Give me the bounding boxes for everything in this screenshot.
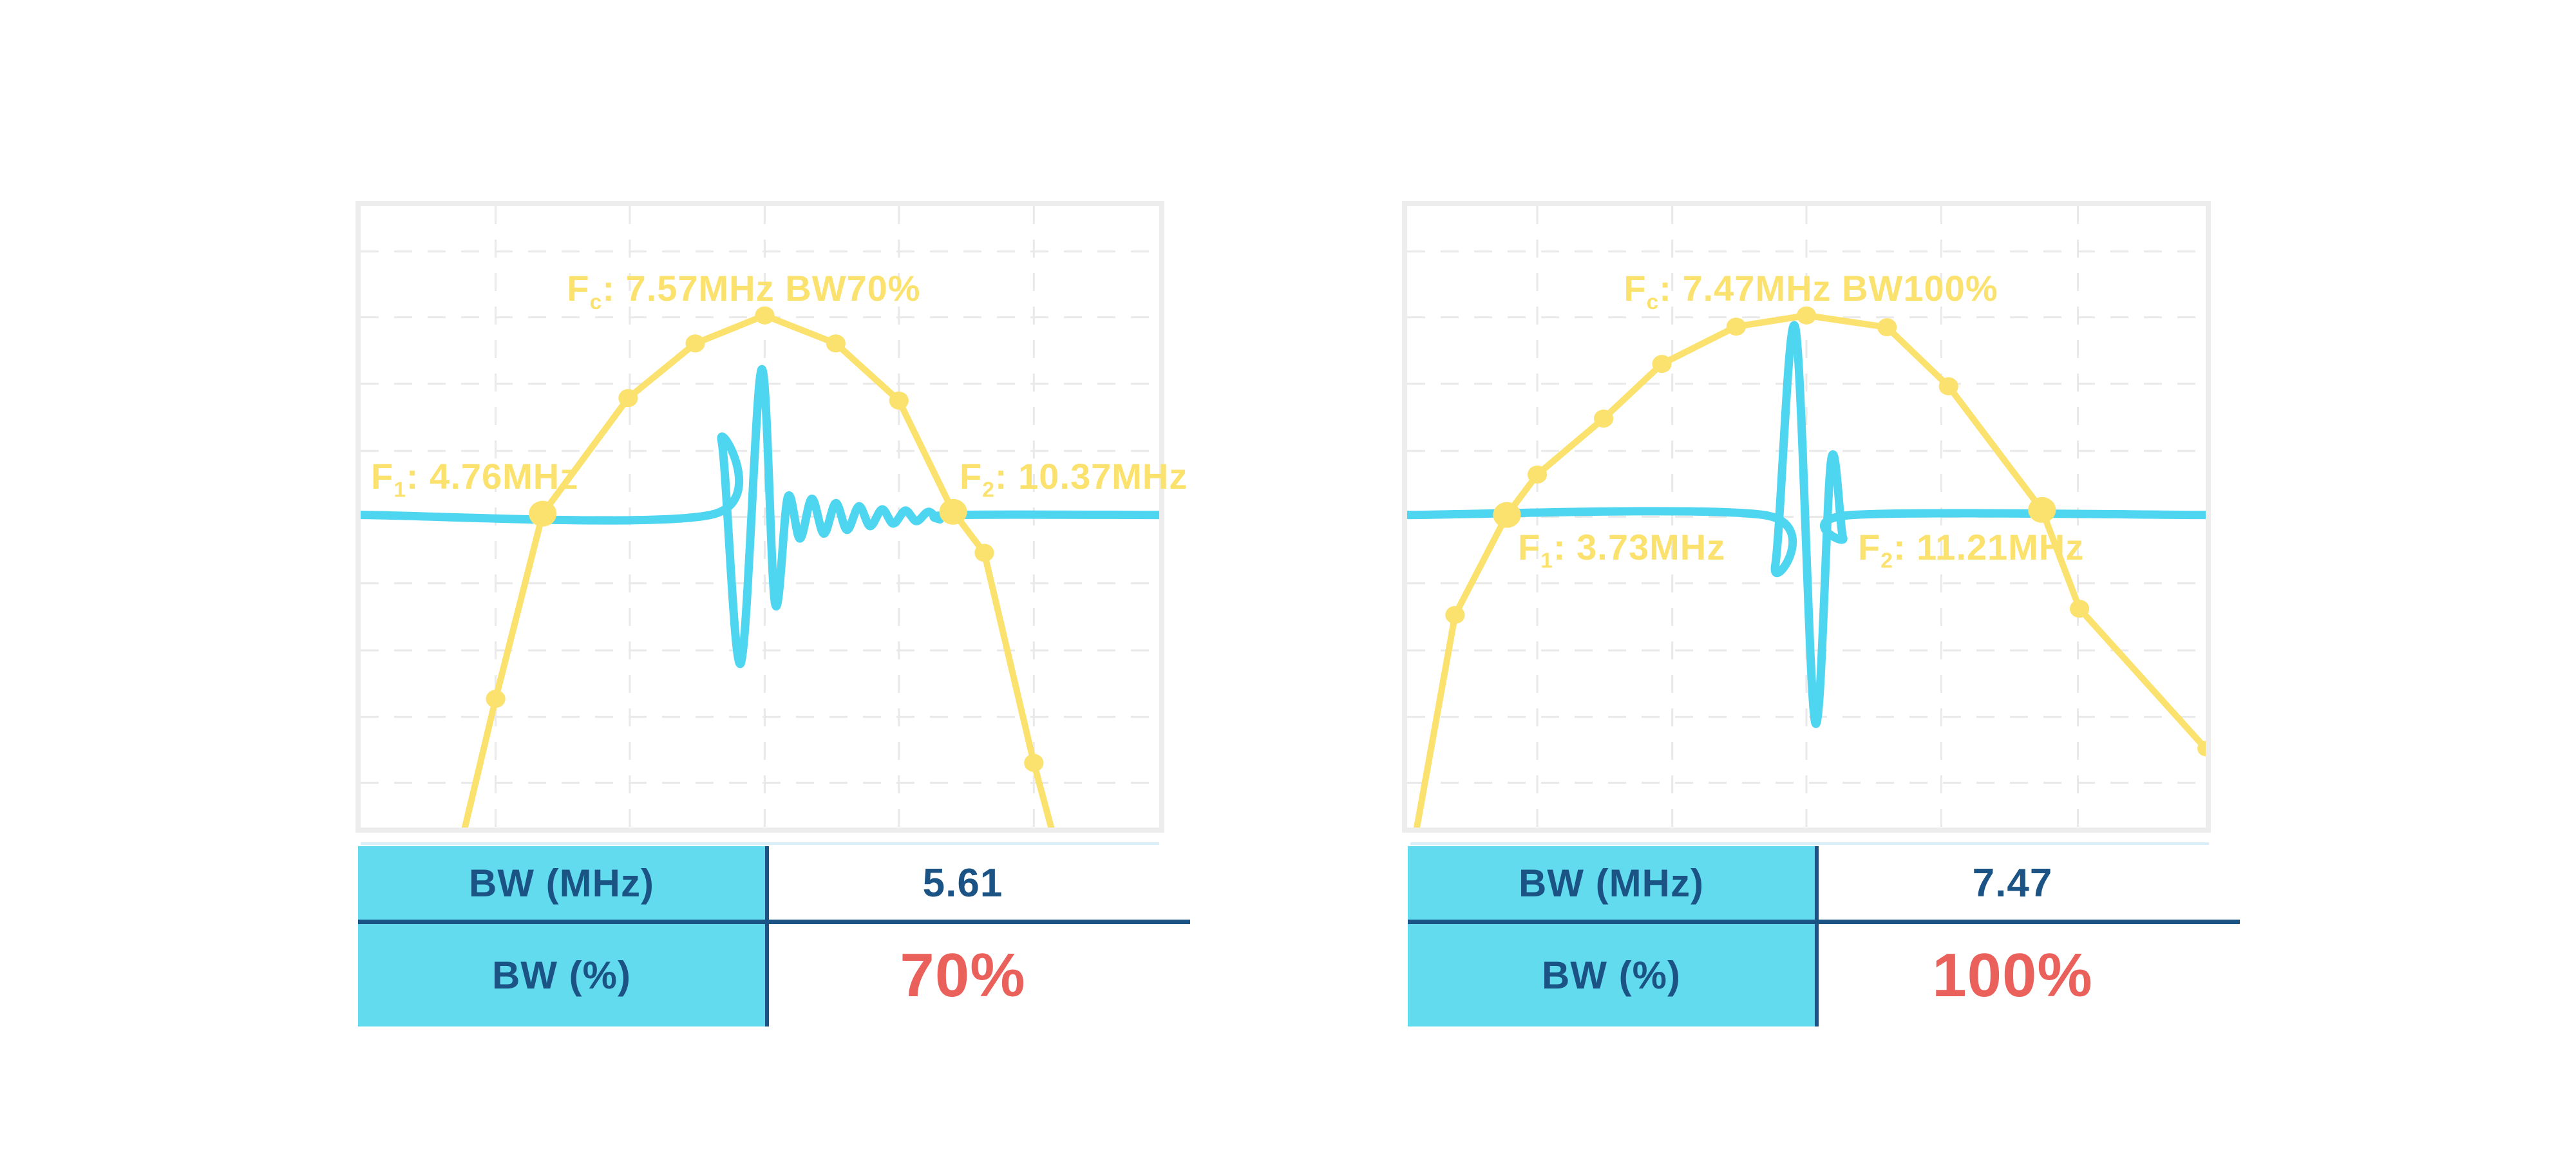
fc-subscript: c xyxy=(1646,290,1660,314)
f2-annotation: F2: 10.37MHz xyxy=(960,455,1188,502)
table-row: BW (%) xyxy=(1408,924,1815,1026)
f1-value-text: : 4.76MHz xyxy=(406,455,579,497)
frequency-spectrum-data-point xyxy=(755,306,775,325)
table-row: 100% xyxy=(1819,924,2206,1026)
frequency-spectrum-data-point xyxy=(1877,318,1897,337)
bw-pct-label: BW (%) xyxy=(492,954,631,997)
frequency-spectrum-data-point xyxy=(974,544,994,562)
fc-symbol: F xyxy=(1624,268,1647,308)
frequency-spectrum-data-point xyxy=(486,690,506,708)
table-top-divider xyxy=(361,842,1159,845)
fc-annotation: Fc: 7.57MHz BW70% xyxy=(567,268,921,314)
frequency-spectrum-data-point xyxy=(1796,306,1817,325)
table-row: BW (%) xyxy=(358,924,765,1026)
table-row: BW (MHz) xyxy=(1408,846,1815,920)
f1-symbol: F xyxy=(1518,526,1541,567)
bw-mhz-label: BW (MHz) xyxy=(1519,861,1704,905)
frequency-spectrum-data-point xyxy=(2197,741,2206,757)
fc-annotation: Fc: 7.47MHz BW100% xyxy=(1624,268,1998,314)
frequency-spectrum-data-point xyxy=(826,334,846,353)
f1-value-text: : 3.73MHz xyxy=(1553,526,1726,567)
f1-subscript: 1 xyxy=(393,478,406,502)
table-row-divider xyxy=(1408,920,2240,924)
bw-pct-value: 100% xyxy=(1932,940,2093,1010)
table-row: BW (MHz) xyxy=(358,846,765,920)
spectrum-plot-svg xyxy=(361,206,1159,828)
f2-symbol: F xyxy=(960,455,983,497)
bw-summary-table-70: BW (MHz) 5.61 BW (%) 70% xyxy=(358,842,1195,1026)
frequency-spectrum-data-point xyxy=(1652,355,1672,374)
f1-subscript: 1 xyxy=(1540,549,1553,573)
frequency-spectrum-data-point xyxy=(529,500,557,527)
table-row: 70% xyxy=(769,924,1157,1026)
table-row: 7.47 xyxy=(1819,846,2206,920)
frequency-spectrum-data-point xyxy=(1593,410,1614,428)
table-column-divider xyxy=(765,846,769,1026)
frequency-spectrum-data-point xyxy=(685,334,705,353)
table-header-background xyxy=(1408,846,1815,1026)
frequency-spectrum-data-point xyxy=(2028,497,2056,523)
table-row-divider xyxy=(358,920,1190,924)
frequency-spectrum-data-point xyxy=(2069,600,2090,618)
pulse-echo-signal-line xyxy=(1407,321,2206,728)
frequency-spectrum-data-point xyxy=(1493,502,1521,528)
fc-value-text: : 7.57MHz BW70% xyxy=(602,268,921,308)
bw-pct-label: BW (%) xyxy=(1542,954,1681,997)
frequency-spectrum-line xyxy=(461,312,1055,828)
bw-pct-value: 70% xyxy=(900,940,1026,1010)
spectrum-plot-svg xyxy=(1407,206,2206,828)
bw-mhz-label: BW (MHz) xyxy=(469,861,654,905)
frequency-spectrum-data-point xyxy=(1938,377,1958,395)
f2-symbol: F xyxy=(1858,526,1881,567)
f1-annotation: F1: 3.73MHz xyxy=(1518,529,1725,572)
frequency-spectrum-data-point xyxy=(1726,317,1746,336)
f2-value-text: : 10.37MHz xyxy=(994,455,1188,497)
frequency-spectrum-data-point xyxy=(1445,605,1465,624)
frequency-spectrum-data-point xyxy=(889,392,909,410)
fc-subscript: c xyxy=(589,290,603,314)
bw-summary-table-100: BW (MHz) 7.47 BW (%) 100% xyxy=(1408,842,2245,1026)
table-header-background xyxy=(358,846,765,1026)
table-row: 5.61 xyxy=(769,846,1157,920)
f2-value-text: : 11.21MHz xyxy=(1893,526,2085,567)
f2-subscript: 2 xyxy=(982,478,995,502)
frequency-spectrum-data-point xyxy=(1528,465,1548,484)
f1-annotation: F1: 4.76MHz xyxy=(371,455,578,502)
frequency-spectrum-data-point xyxy=(1024,753,1044,772)
spectrum-chart-bw70: Fc: 7.57MHz BW70% F1: 4.76MHz F2: 10.37M… xyxy=(355,201,1187,833)
f1-symbol: F xyxy=(371,455,394,497)
table-top-divider xyxy=(1410,842,2209,845)
bw-mhz-value: 7.47 xyxy=(1972,860,2053,905)
fc-value-text: : 7.47MHz BW100% xyxy=(1659,268,1998,308)
table-column-divider xyxy=(1815,846,1819,1026)
pulse-echo-signal-line xyxy=(361,365,1159,668)
frequency-spectrum-data-point xyxy=(939,498,967,525)
f2-annotation: F2: 11.21MHz xyxy=(1858,529,2084,572)
bw-mhz-value: 5.61 xyxy=(922,860,1003,905)
frequency-spectrum-data-point xyxy=(618,389,638,408)
fc-symbol: F xyxy=(567,268,590,308)
spectrum-chart-bw100: Fc: 7.47MHz BW100% F1: 3.73MHz F2: 11.21… xyxy=(1402,201,2211,833)
f2-subscript: 2 xyxy=(1880,549,1893,573)
